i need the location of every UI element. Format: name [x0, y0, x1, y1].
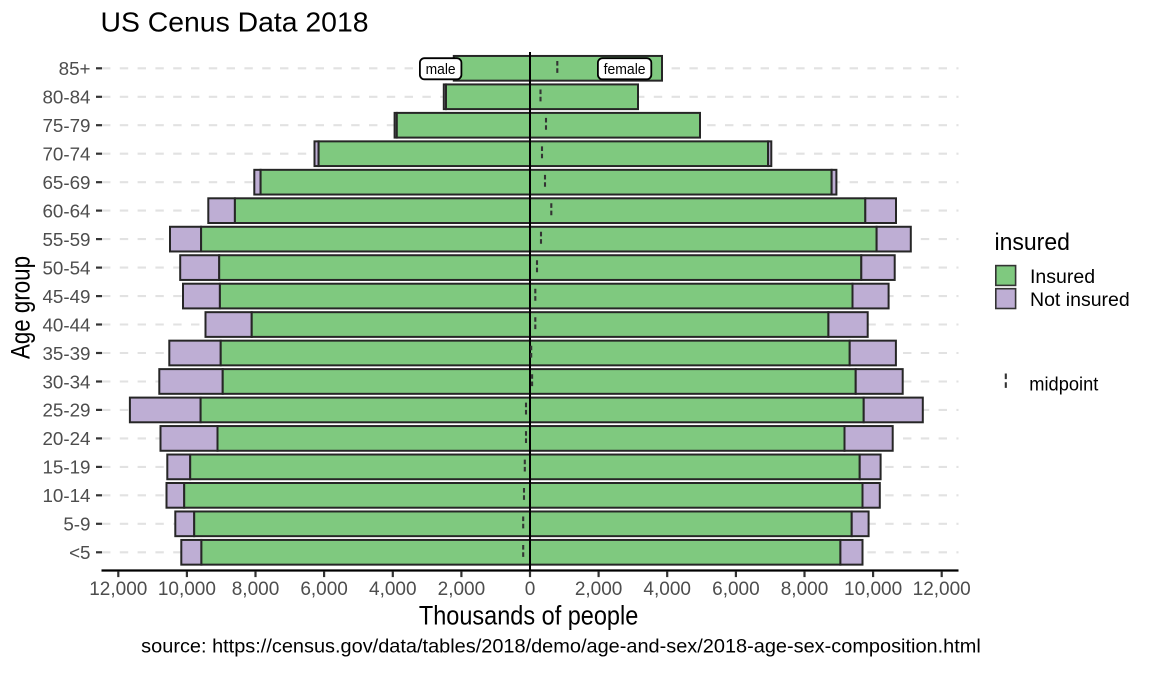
svg-text:female: female	[604, 62, 646, 78]
svg-text:20-24: 20-24	[42, 428, 90, 449]
svg-text:10-14: 10-14	[42, 485, 90, 506]
svg-text:Thousands of people: Thousands of people	[419, 601, 638, 631]
svg-text:2,000: 2,000	[575, 579, 623, 600]
svg-text:60-64: 60-64	[42, 200, 90, 221]
svg-text:4,000: 4,000	[643, 579, 691, 600]
svg-text:10,000: 10,000	[158, 579, 216, 600]
svg-text:0: 0	[525, 579, 536, 600]
svg-text:6,000: 6,000	[300, 579, 348, 600]
svg-text:US Cenus Data 2018: US Cenus Data 2018	[101, 7, 369, 38]
svg-text:70-74: 70-74	[42, 144, 90, 165]
svg-text:65-69: 65-69	[42, 172, 90, 193]
svg-text:2,000: 2,000	[438, 579, 486, 600]
svg-text:12,000: 12,000	[913, 579, 971, 600]
svg-text:50-54: 50-54	[42, 257, 90, 278]
svg-text:5-9: 5-9	[63, 514, 90, 535]
svg-text:midpoint: midpoint	[1029, 373, 1099, 395]
svg-text:8,000: 8,000	[232, 579, 280, 600]
svg-text:insured: insured	[995, 229, 1070, 256]
svg-text:male: male	[426, 62, 456, 78]
svg-text:source: https://census.gov/dat: source: https://census.gov/data/tables/2…	[141, 635, 981, 657]
svg-text:75-79: 75-79	[42, 115, 90, 136]
svg-text:Not insured: Not insured	[1030, 289, 1130, 311]
svg-text:4,000: 4,000	[369, 579, 417, 600]
svg-text:<5: <5	[69, 542, 90, 563]
svg-text:15-19: 15-19	[42, 457, 90, 478]
svg-text:35-39: 35-39	[42, 343, 90, 364]
svg-text:8,000: 8,000	[781, 579, 829, 600]
svg-text:10,000: 10,000	[844, 579, 902, 600]
svg-text:45-49: 45-49	[42, 286, 90, 307]
svg-text:Age group: Age group	[6, 256, 36, 359]
svg-text:80-84: 80-84	[42, 87, 90, 108]
svg-text:6,000: 6,000	[712, 579, 760, 600]
svg-text:12,000: 12,000	[89, 579, 147, 600]
svg-text:55-59: 55-59	[42, 229, 90, 250]
svg-text:30-34: 30-34	[42, 371, 90, 392]
svg-text:Insured: Insured	[1030, 266, 1095, 288]
svg-text:85+: 85+	[59, 58, 91, 79]
svg-text:25-29: 25-29	[42, 400, 90, 421]
svg-text:40-44: 40-44	[42, 314, 90, 335]
